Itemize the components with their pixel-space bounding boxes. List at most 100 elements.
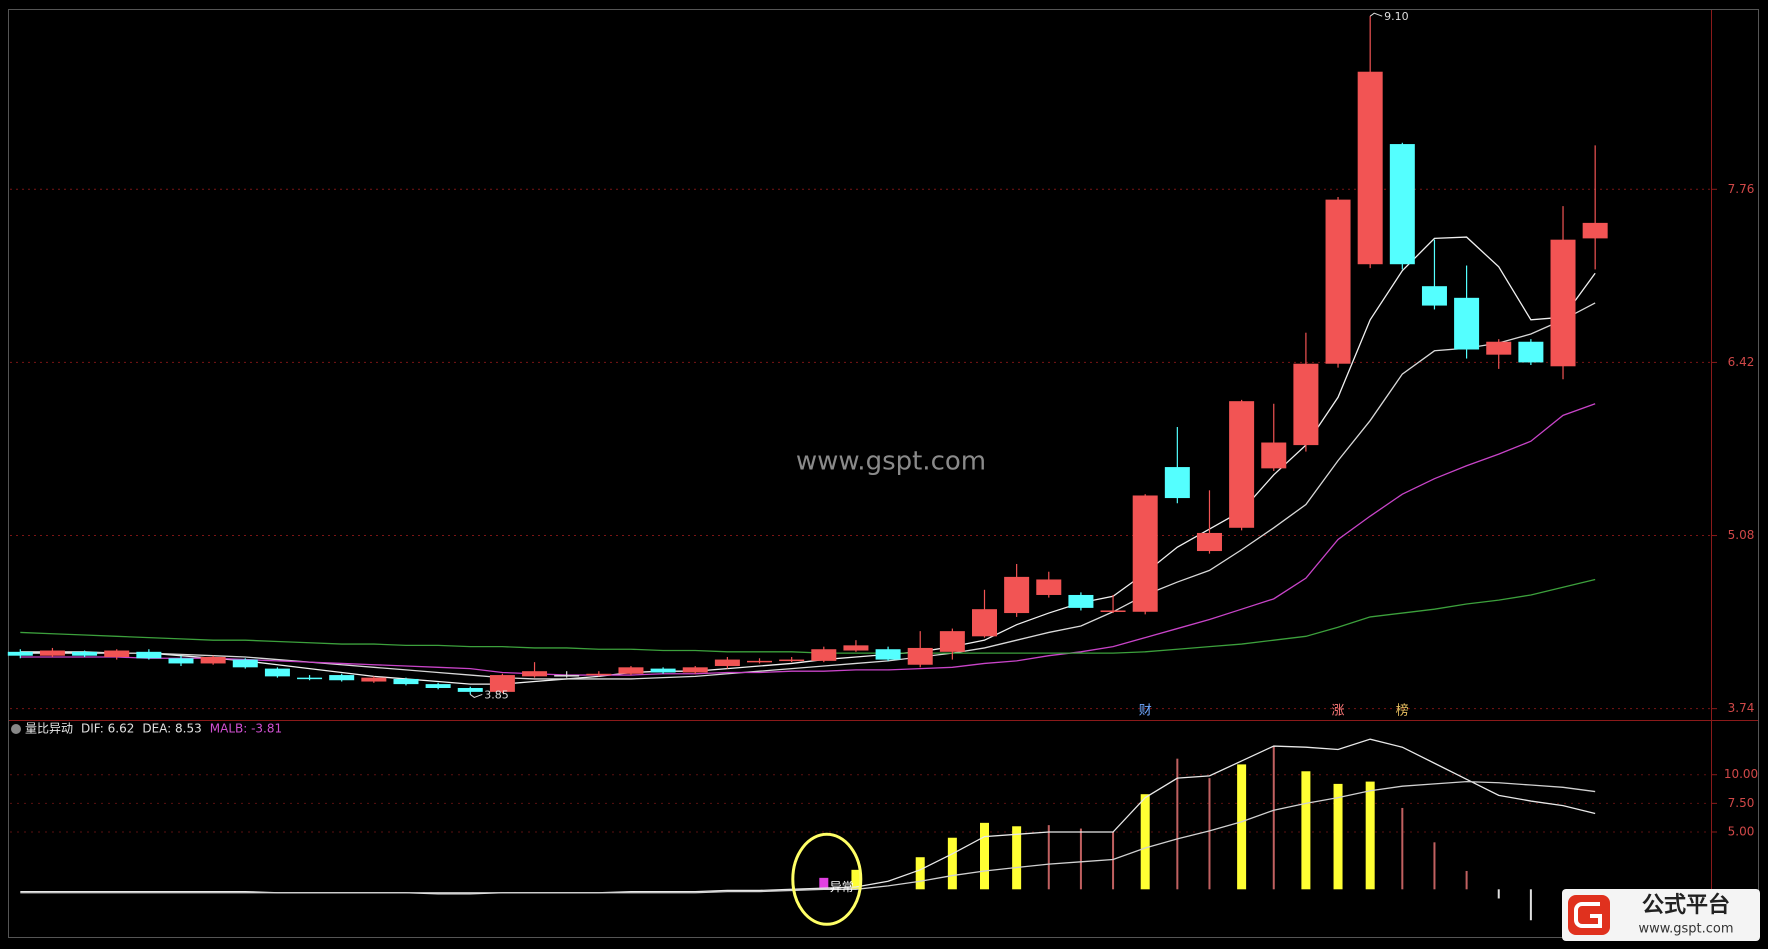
y-tick-label: 5.00 bbox=[1728, 825, 1755, 839]
candle-body bbox=[618, 667, 644, 674]
candle-body bbox=[136, 651, 162, 659]
candle-body bbox=[811, 649, 837, 661]
candle-body bbox=[168, 658, 194, 664]
indicator-bar bbox=[851, 869, 861, 890]
indicator-bar bbox=[1112, 832, 1115, 890]
low-leader bbox=[469, 693, 483, 699]
candle-body bbox=[1421, 286, 1447, 306]
candle-body bbox=[1325, 199, 1351, 364]
y-tick-label: 7.50 bbox=[1728, 796, 1755, 810]
candle-body bbox=[875, 649, 901, 660]
candle-body bbox=[1100, 610, 1126, 612]
candle-body bbox=[1550, 239, 1576, 367]
indicator-bar bbox=[1012, 826, 1022, 890]
y-tick-label: 7.76 bbox=[1728, 182, 1755, 196]
candle-body bbox=[650, 668, 676, 673]
low-label: 3.85 bbox=[484, 688, 509, 701]
indicator-bar bbox=[980, 822, 989, 890]
candle-body bbox=[972, 609, 997, 637]
indicator-bar bbox=[947, 837, 957, 890]
indicator-bar bbox=[915, 857, 925, 890]
watermark: www.gspt.com bbox=[796, 447, 986, 477]
high-label: 9.10 bbox=[1384, 10, 1409, 23]
candle-body bbox=[425, 684, 451, 688]
candle-body bbox=[554, 675, 580, 677]
indicator-bar bbox=[1465, 870, 1468, 890]
indicator-bar bbox=[819, 877, 829, 890]
y-tick-label: 5.08 bbox=[1728, 528, 1755, 542]
indicator-bar bbox=[1529, 889, 1532, 921]
indicator-bar bbox=[1365, 781, 1375, 890]
ma-line bbox=[20, 403, 1596, 676]
ma-line bbox=[20, 302, 1596, 680]
candle-body bbox=[1036, 579, 1062, 595]
candle-body bbox=[200, 656, 226, 664]
indicator-title: 量比异动 bbox=[25, 722, 73, 736]
highlight-circle bbox=[791, 832, 863, 926]
candle-body bbox=[72, 651, 98, 656]
indicator-readout: DIF: 6.62 bbox=[81, 722, 134, 736]
candle-body bbox=[1486, 341, 1512, 355]
candle-body bbox=[714, 659, 740, 667]
candle-body bbox=[489, 675, 515, 692]
candle-body bbox=[522, 671, 548, 677]
candle-body bbox=[39, 650, 65, 656]
event-marker: 涨 bbox=[1332, 704, 1345, 719]
candle-body bbox=[1261, 442, 1287, 469]
candle-body bbox=[1132, 495, 1158, 612]
logo-box bbox=[1562, 889, 1760, 941]
candle-body bbox=[1518, 341, 1544, 363]
indicator-readout: MALB: -3.81 bbox=[210, 722, 282, 736]
candle-body bbox=[393, 678, 419, 685]
ma-line bbox=[20, 578, 1596, 654]
candle-body bbox=[329, 675, 355, 681]
candle-body bbox=[682, 667, 708, 673]
indicator-icon bbox=[11, 724, 21, 734]
indicator-bar bbox=[1333, 783, 1343, 890]
frame bbox=[8, 9, 1759, 938]
candle-body bbox=[1293, 363, 1319, 446]
indicator-bar bbox=[1079, 828, 1082, 890]
candle-body bbox=[297, 677, 323, 680]
indicator-bar bbox=[1237, 764, 1247, 890]
candle-body bbox=[1004, 576, 1030, 614]
indicator-bar bbox=[1047, 825, 1050, 890]
candle-body bbox=[104, 650, 130, 657]
indicator-bar bbox=[1301, 771, 1311, 890]
indicator-bar bbox=[1497, 889, 1500, 899]
indicator-bar bbox=[1140, 794, 1150, 890]
y-tick-label: 10.00 bbox=[1724, 767, 1758, 781]
candle-body bbox=[779, 659, 805, 662]
candle-body bbox=[1582, 222, 1608, 239]
candle-body bbox=[1164, 467, 1190, 499]
indicator-bar bbox=[1176, 758, 1179, 890]
candle-body bbox=[1357, 71, 1383, 265]
indicator-bar bbox=[1272, 746, 1275, 890]
candle-body bbox=[264, 668, 290, 677]
candle-body bbox=[1068, 594, 1094, 608]
y-tick-label: 6.42 bbox=[1728, 355, 1755, 369]
candle-body bbox=[457, 687, 483, 692]
ma-line bbox=[20, 236, 1596, 685]
candle-body bbox=[7, 651, 33, 656]
logo-glyph bbox=[1574, 902, 1602, 928]
candle-body bbox=[747, 660, 773, 663]
candle-body bbox=[1196, 532, 1222, 552]
candle-body bbox=[361, 677, 387, 682]
candle-body bbox=[1389, 144, 1415, 265]
indicator-line bbox=[20, 780, 1596, 894]
candle-body bbox=[586, 673, 612, 676]
high-leader bbox=[1369, 12, 1383, 17]
event-marker: 财 bbox=[1139, 704, 1152, 719]
indicator-bar bbox=[1401, 807, 1404, 890]
candle-body bbox=[907, 647, 933, 665]
logo: 公式平台 www.gspt.com bbox=[1562, 889, 1760, 941]
candle-body bbox=[1454, 297, 1480, 350]
signal-label: 异常 bbox=[830, 880, 854, 894]
y-tick-label: 3.74 bbox=[1728, 701, 1755, 715]
indicator-bar bbox=[1433, 842, 1436, 890]
candle-body bbox=[843, 645, 869, 651]
